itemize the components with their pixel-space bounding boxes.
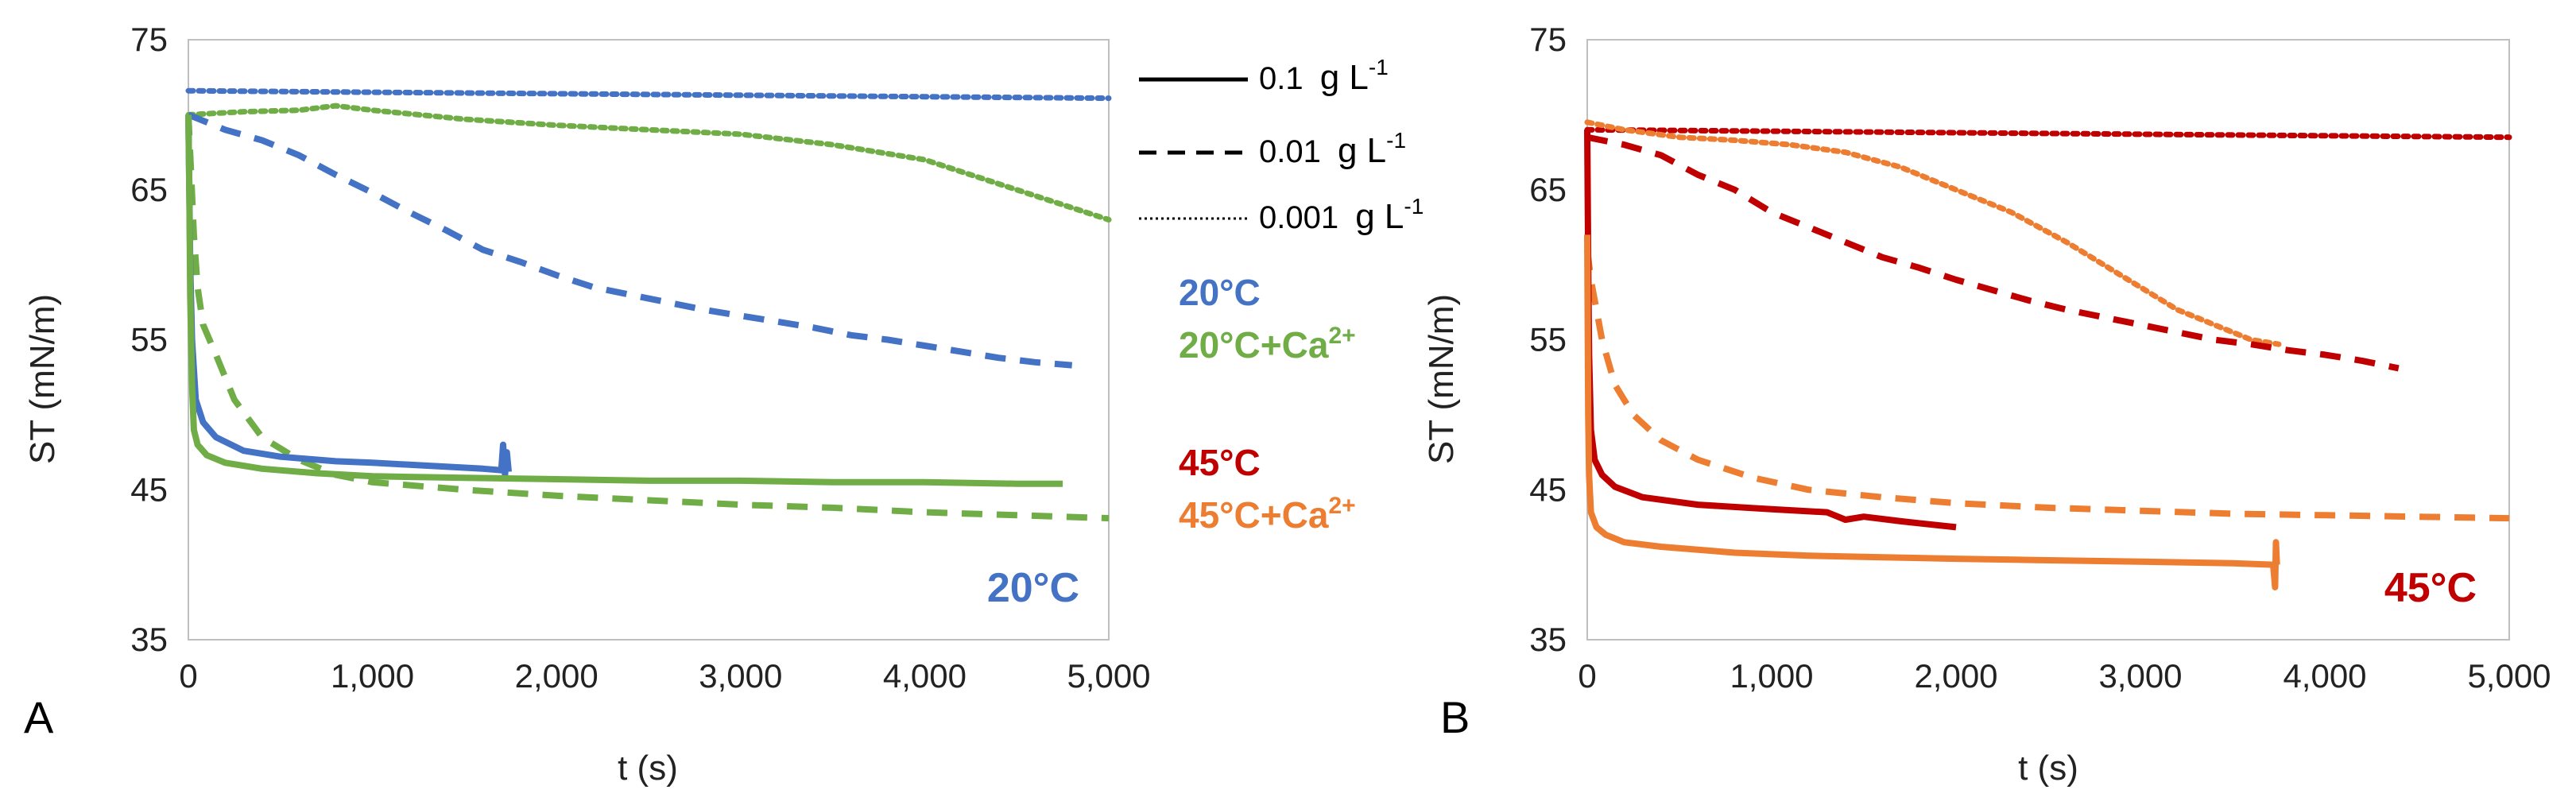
legend-unit: g L [1355, 197, 1404, 236]
ticks-a: 0 1,000 2,000 3,000 4,000 5,000 35 45 55 65 75 [130, 21, 1150, 695]
y-tick-label-a: 35 [130, 621, 168, 658]
series-line-b-3 [1584, 249, 2510, 522]
corner-label-b: 45°C [2384, 565, 2477, 611]
panel-label-b: B [1440, 692, 1470, 742]
condition-base: 45°C [1179, 442, 1261, 483]
condition-label: 45°C [1179, 442, 1261, 483]
y-tick-label-b: 75 [1529, 21, 1567, 58]
y-tick-label-b: 55 [1529, 321, 1567, 358]
legend-value: 0.001 [1259, 200, 1347, 235]
condition-label: 20°C [1179, 272, 1261, 313]
legend: 0.1 g L-10.01 g L-10.001 g L-1 [1139, 55, 1424, 236]
condition-base: 45°C+Ca [1179, 494, 1329, 536]
x-tick-label-a: 0 [179, 657, 197, 695]
y-tick-label-a: 75 [130, 21, 168, 58]
plot-area-a [185, 39, 1112, 641]
condition-superscript: 2+ [1328, 493, 1355, 519]
corner-label-a: 20°C [987, 565, 1079, 611]
condition-superscript: 2+ [1328, 323, 1355, 349]
legend-value: 0.01 [1259, 134, 1330, 169]
series-line-a-2 [187, 111, 1073, 369]
legend-unit-exponent: -1 [1404, 194, 1424, 219]
legend-value: 0.1 [1259, 61, 1312, 96]
ticks-b: 0 1,000 2,000 3,000 4,000 5,000 35 45 55 65 75 [1529, 21, 2551, 695]
x-tick-label-a: 2,000 [515, 657, 598, 695]
series-line-b-0 [1584, 126, 2512, 141]
x-tick-label-b: 0 [1578, 657, 1596, 695]
plot-area-b [1584, 39, 2512, 641]
legend-label-dotted: 0.001 g L-1 [1259, 194, 1424, 236]
y-axis-label-b: ST (mN/m) [1422, 294, 1461, 464]
y-tick-label-a: 45 [130, 470, 168, 508]
x-axis-label-a: t (s) [618, 749, 678, 788]
series-line-a-0 [185, 87, 1112, 102]
y-tick-label-b: 45 [1529, 470, 1567, 508]
x-tick-label-b: 1,000 [1730, 657, 1813, 695]
y-tick-label-a: 55 [130, 321, 168, 358]
x-tick-label-b: 2,000 [1914, 657, 1997, 695]
panel-label-a: A [24, 692, 54, 742]
series-line-b-4 [1584, 130, 1957, 531]
legend-label-dashed: 0.01 g L-1 [1259, 128, 1406, 170]
condition-label: 45°C+Ca2+ [1179, 493, 1356, 536]
condition-base: 20°C+Ca [1179, 324, 1329, 366]
condition-labels: 20°C20°C+Ca2+45°C45°C+Ca2+ [1179, 272, 1356, 536]
x-tick-label-b: 4,000 [2283, 657, 2366, 695]
legend-label-solid: 0.1 g L-1 [1259, 55, 1389, 97]
series-line-b-1 [1584, 119, 2282, 347]
legend-unit: g L [1320, 58, 1369, 97]
legend-unit-exponent: -1 [1386, 128, 1406, 153]
series-line-a-4 [185, 114, 512, 478]
x-tick-label-a: 4,000 [883, 657, 966, 695]
x-tick-label-a: 3,000 [699, 657, 782, 695]
y-tick-label-b: 35 [1529, 621, 1567, 658]
series-line-a-1 [185, 103, 1112, 223]
condition-label: 20°C+Ca2+ [1179, 323, 1356, 366]
series-line-b-5 [1584, 234, 2280, 590]
y-tick-label-a: 65 [130, 171, 168, 208]
x-axis-label-b: t (s) [2018, 749, 2078, 788]
panel-b: 0 1,000 2,000 3,000 4,000 5,000 35 45 55 65 75 t (… [1422, 21, 2551, 788]
legend-unit-exponent: -1 [1369, 55, 1389, 79]
series-line-a-5 [185, 114, 1063, 487]
series-line-b-2 [1586, 134, 2400, 372]
x-tick-label-a: 5,000 [1067, 657, 1150, 695]
condition-base: 20°C [1179, 272, 1261, 313]
x-tick-label-b: 3,000 [2098, 657, 2182, 695]
x-tick-label-b: 5,000 [2467, 657, 2551, 695]
y-axis-label-a: ST (mN/m) [23, 294, 62, 464]
panel-a: 0 1,000 2,000 3,000 4,000 5,000 35 45 55 65 75 t (… [23, 21, 1151, 788]
legend-unit: g L [1338, 131, 1386, 170]
x-tick-label-a: 1,000 [331, 657, 414, 695]
y-tick-label-b: 65 [1529, 171, 1567, 208]
